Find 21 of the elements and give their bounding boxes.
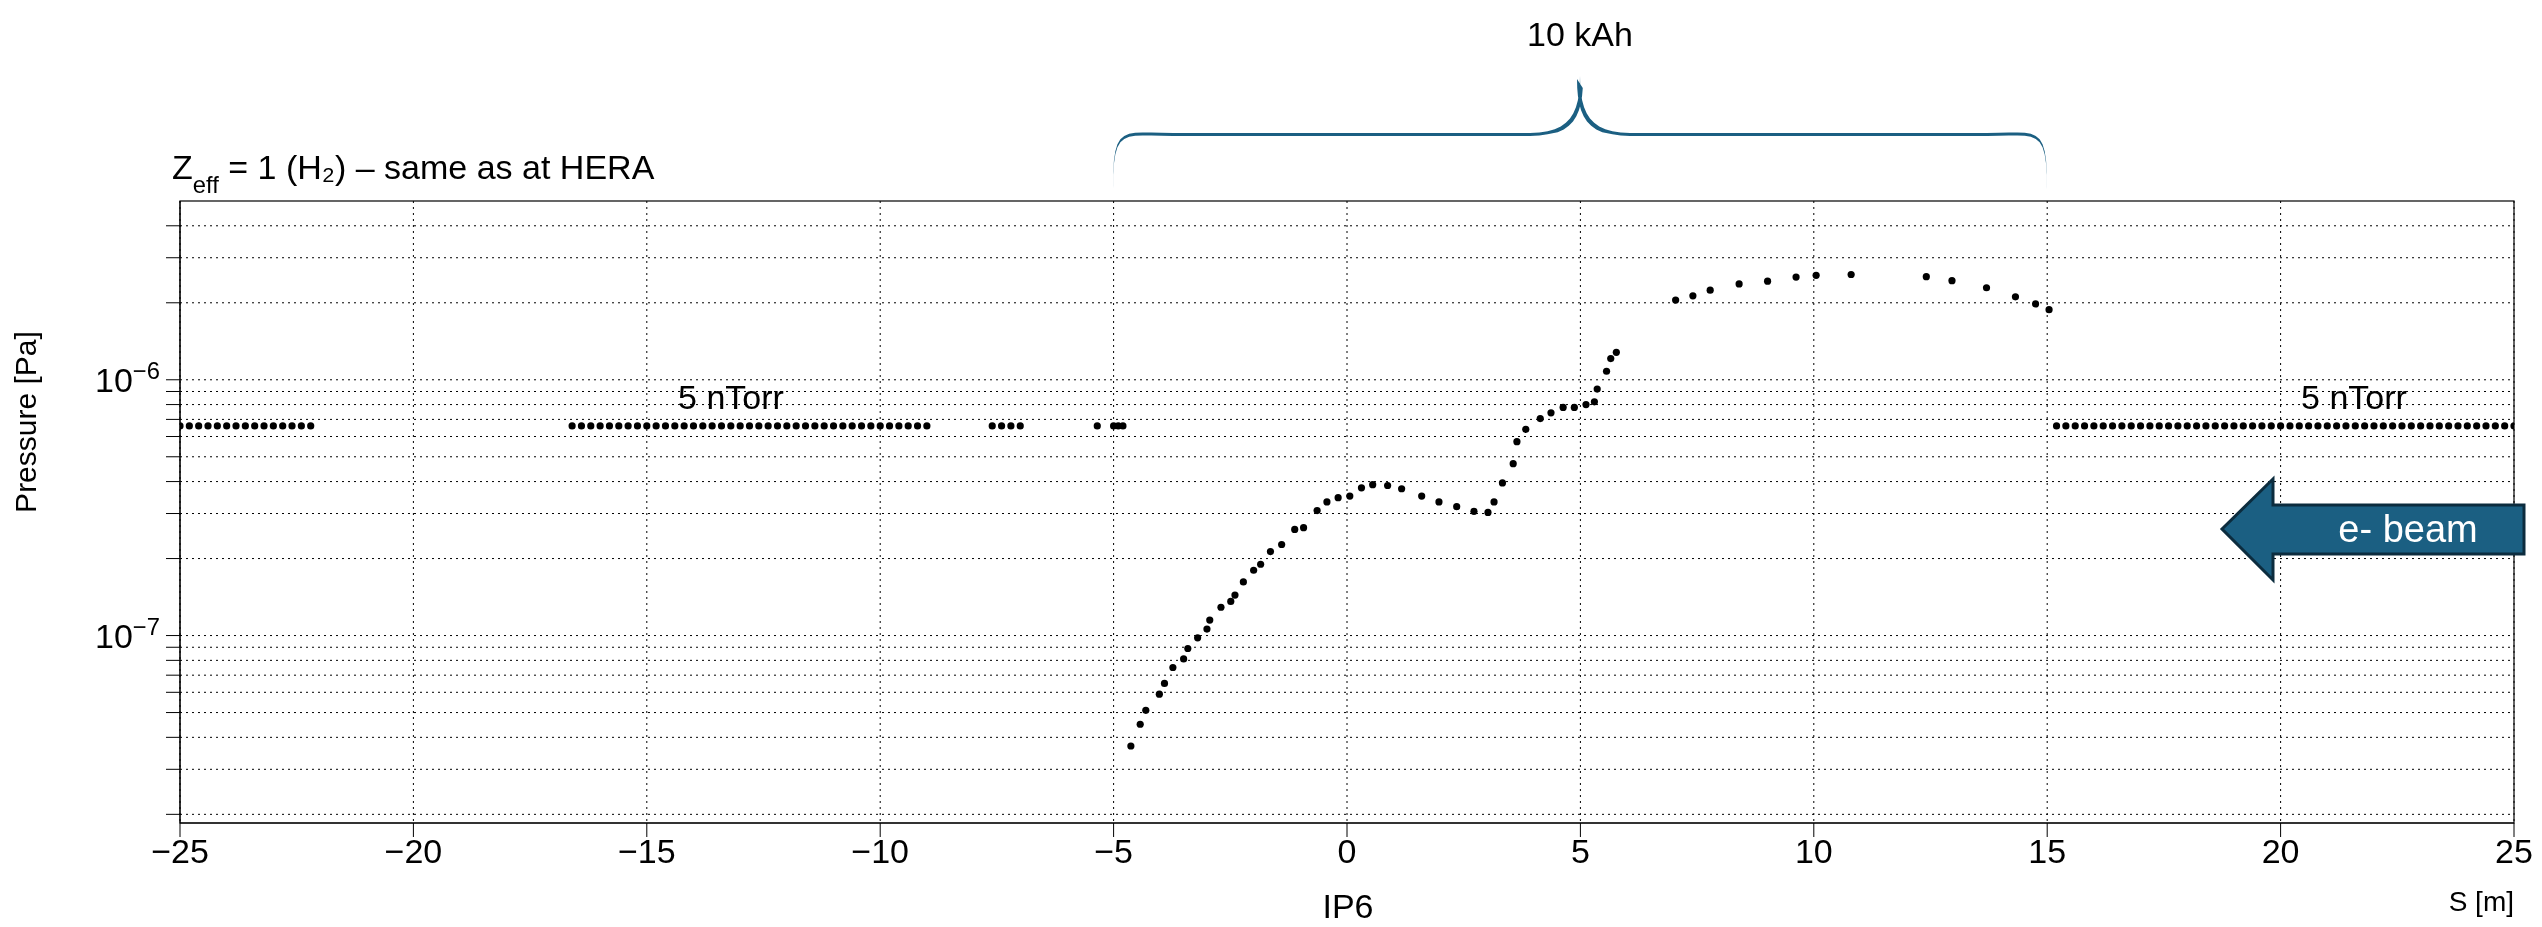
x-tick-label: −5 [1094, 832, 1133, 871]
x-tick-label: 0 [1337, 832, 1357, 871]
x-tick-label: 15 [2028, 832, 2067, 871]
y-tick-label: 10$^{−6}$ [95, 356, 160, 399]
y-tick-label: 10$^{−7}$ [95, 612, 160, 655]
x-axis-title: S [m] [2448, 886, 2514, 917]
chart-title: Z$_{eff}$ = 1 (H₂) – same as at HERA [172, 148, 655, 198]
x-tick-label: −10 [851, 832, 910, 871]
annotation: e- beam [2338, 508, 2478, 550]
x-tick-label: 10 [1794, 832, 1833, 871]
y-axis-title: Pressure [Pa] [9, 331, 42, 513]
annotation: 5 nTorr [678, 378, 784, 416]
annotation: 5 nTorr [2301, 378, 2407, 416]
x-tick-label: 20 [2261, 832, 2300, 871]
x-tick-label: −25 [151, 832, 209, 871]
x-tick-label: −15 [617, 832, 676, 871]
x-tick-label: 5 [1570, 832, 1590, 871]
text: 10 kAh [1527, 15, 1633, 53]
text: IP6 [1322, 887, 1374, 925]
x-tick-label: −20 [384, 832, 443, 871]
x-tick-label: 25 [2495, 832, 2533, 871]
